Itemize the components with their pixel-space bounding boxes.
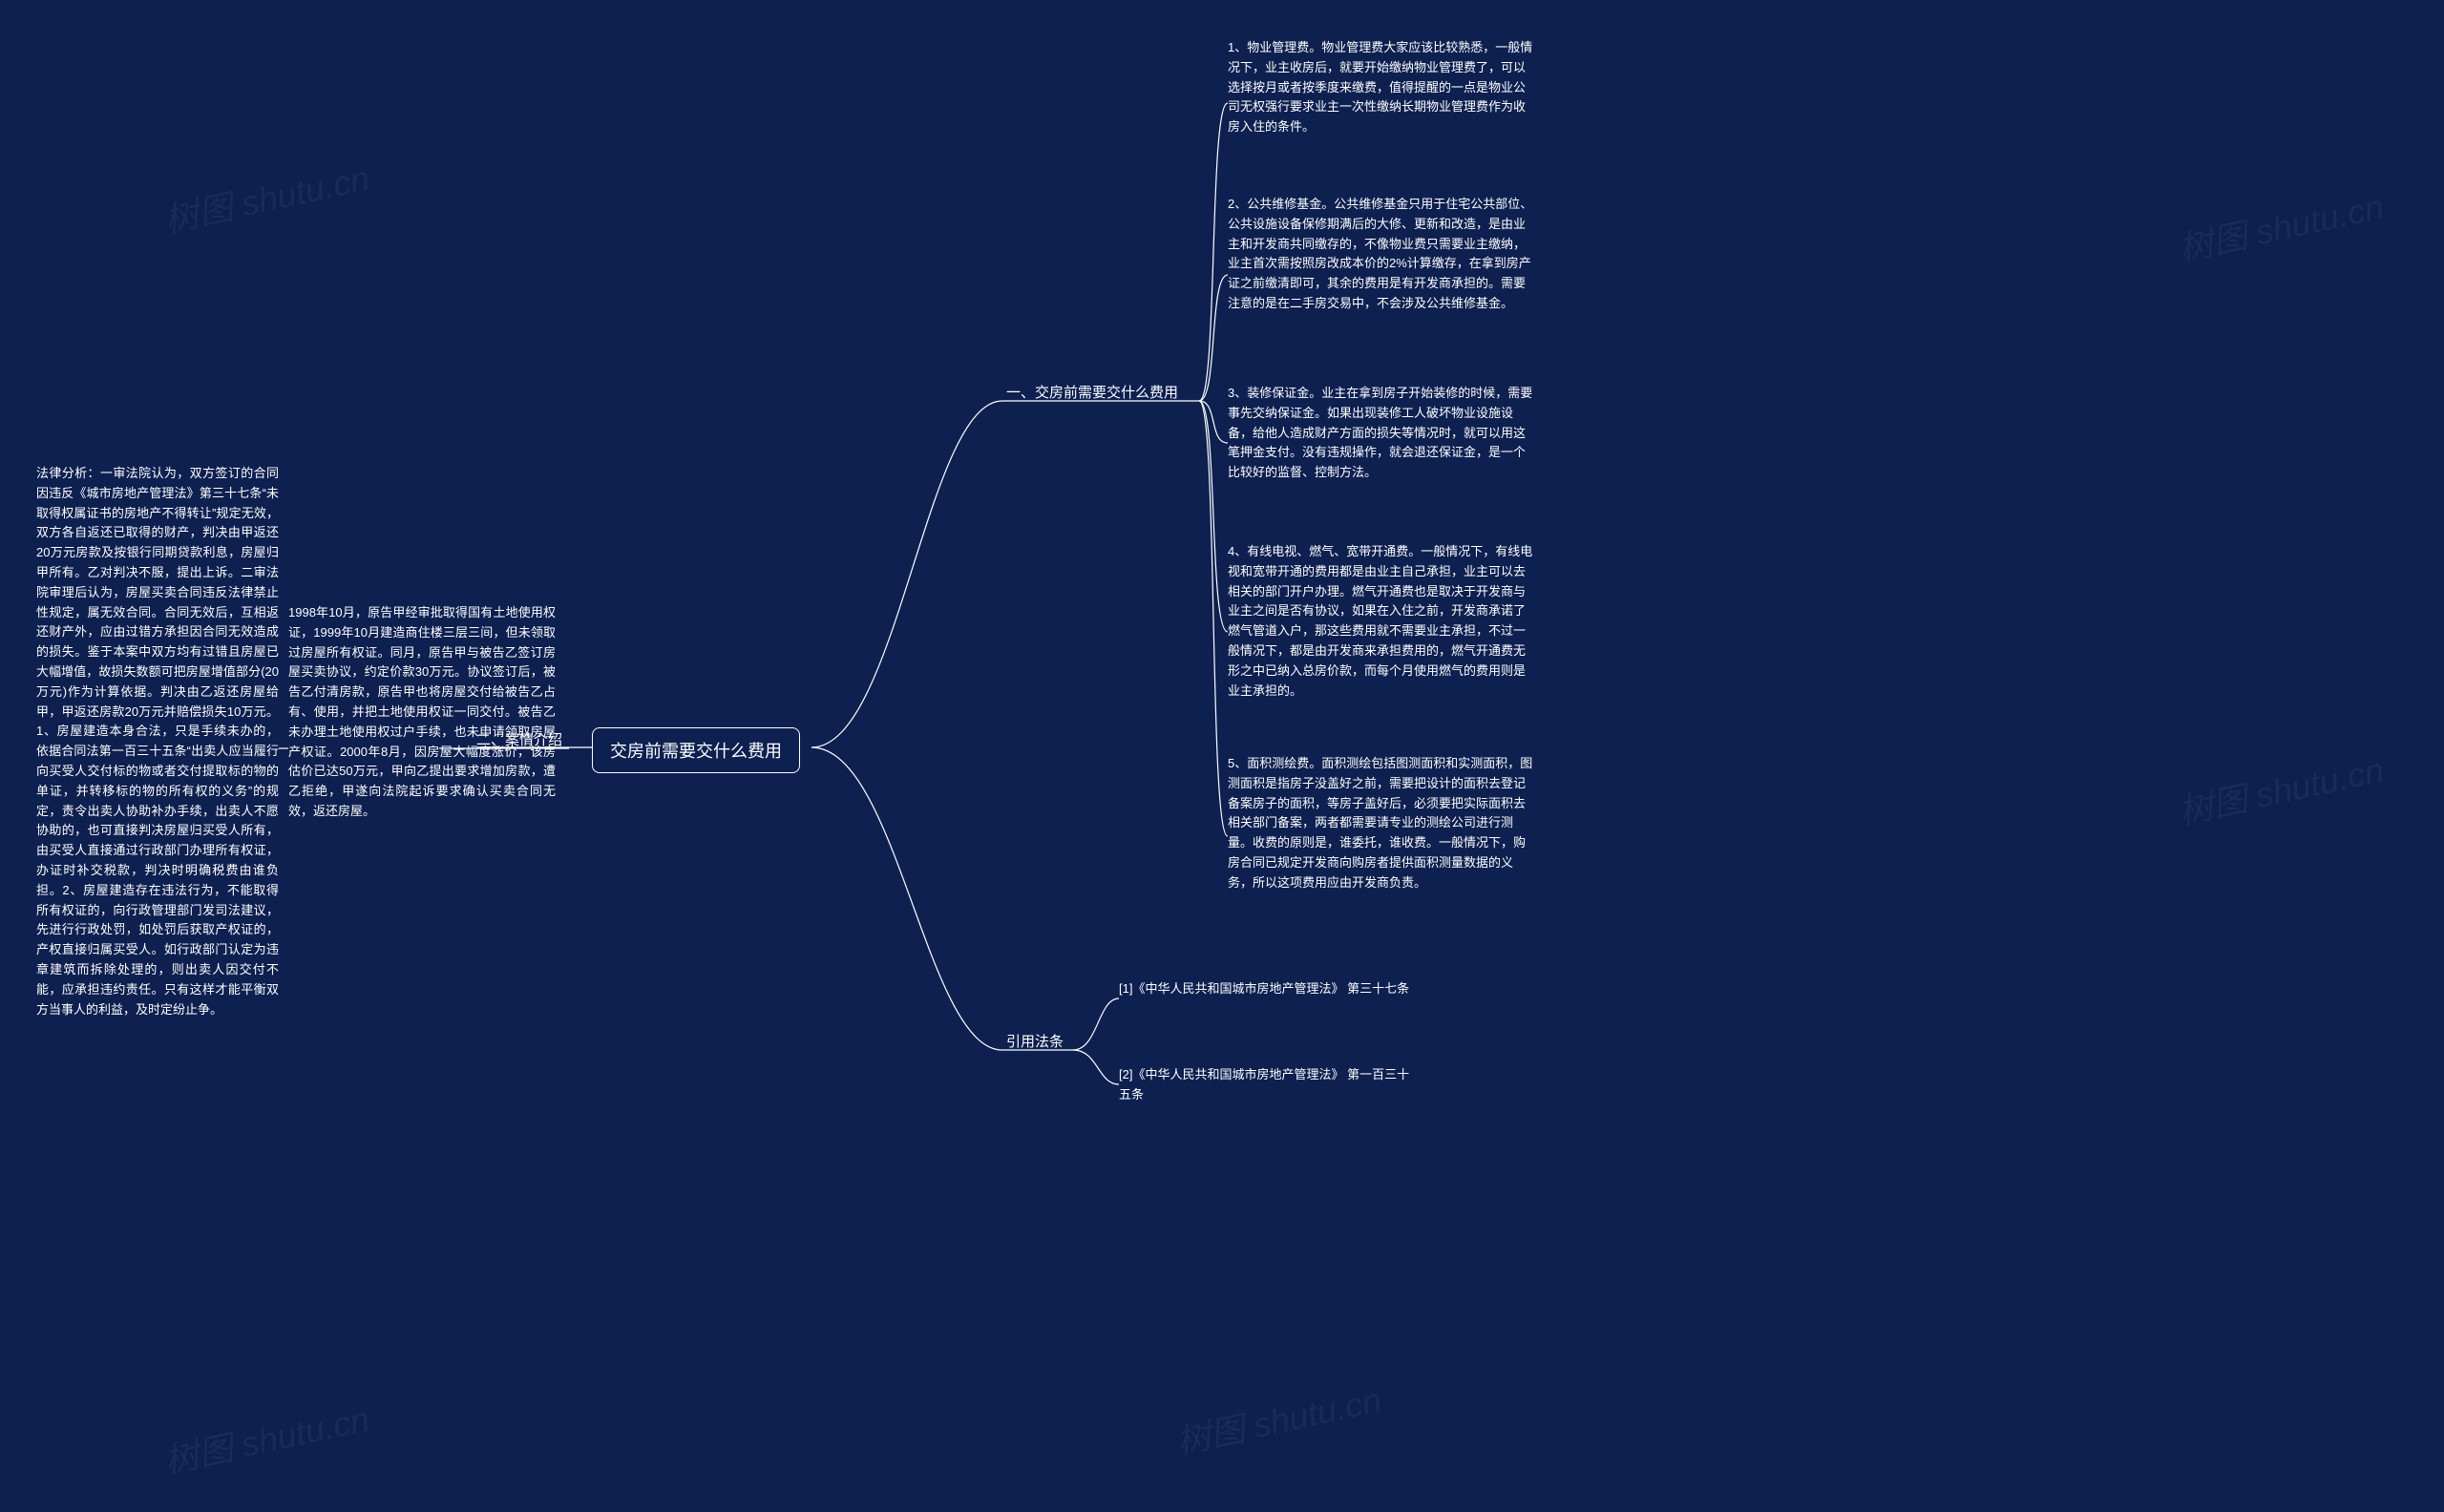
leaf-law-2: [2]《中华人民共和国城市房地产管理法》 第一百三十五条 <box>1119 1065 1415 1105</box>
leaf-legal-analysis: 法律分析：一审法院认为，双方签订的合同因违反《城市房地产管理法》第三十七条“未取… <box>36 464 279 1019</box>
watermark: 树图 shutu.cn <box>2174 743 2388 834</box>
leaf-fee-1: 1、物业管理费。物业管理费大家应该比较熟悉，一般情况下，业主收房后，就要开始缴纳… <box>1228 38 1533 137</box>
leaf-fee-5: 5、面积测绘费。面积测绘包括图测面积和实测面积，图测面积是指房子没盖好之前，需要… <box>1228 754 1533 893</box>
mindmap-root: 交房前需要交什么费用 <box>592 727 800 773</box>
watermark: 树图 shutu.cn <box>1171 1373 1385 1464</box>
leaf-case-intro: 1998年10月，原告甲经审批取得国有土地使用权证，1999年10月建造商住楼三… <box>288 603 556 822</box>
leaf-fee-4: 4、有线电视、燃气、宽带开通费。一般情况下，有线电视和宽带开通的费用都是由业主自… <box>1228 542 1533 701</box>
watermark: 树图 shutu.cn <box>2174 179 2388 271</box>
branch-fees: 一、交房前需要交什么费用 <box>1006 382 1178 402</box>
leaf-fee-2: 2、公共维修基金。公共维修基金只用于住宅公共部位、公共设施设备保修期满后的大修、… <box>1228 195 1533 314</box>
branch-law-cite: 引用法条 <box>1006 1031 1064 1051</box>
leaf-law-1: [1]《中华人民共和国城市房地产管理法》 第三十七条 <box>1119 979 1415 999</box>
watermark: 树图 shutu.cn <box>159 151 373 242</box>
watermark: 树图 shutu.cn <box>159 1392 373 1483</box>
leaf-fee-3: 3、装修保证金。业主在拿到房子开始装修的时候，需要事先交纳保证金。如果出现装修工… <box>1228 384 1533 483</box>
